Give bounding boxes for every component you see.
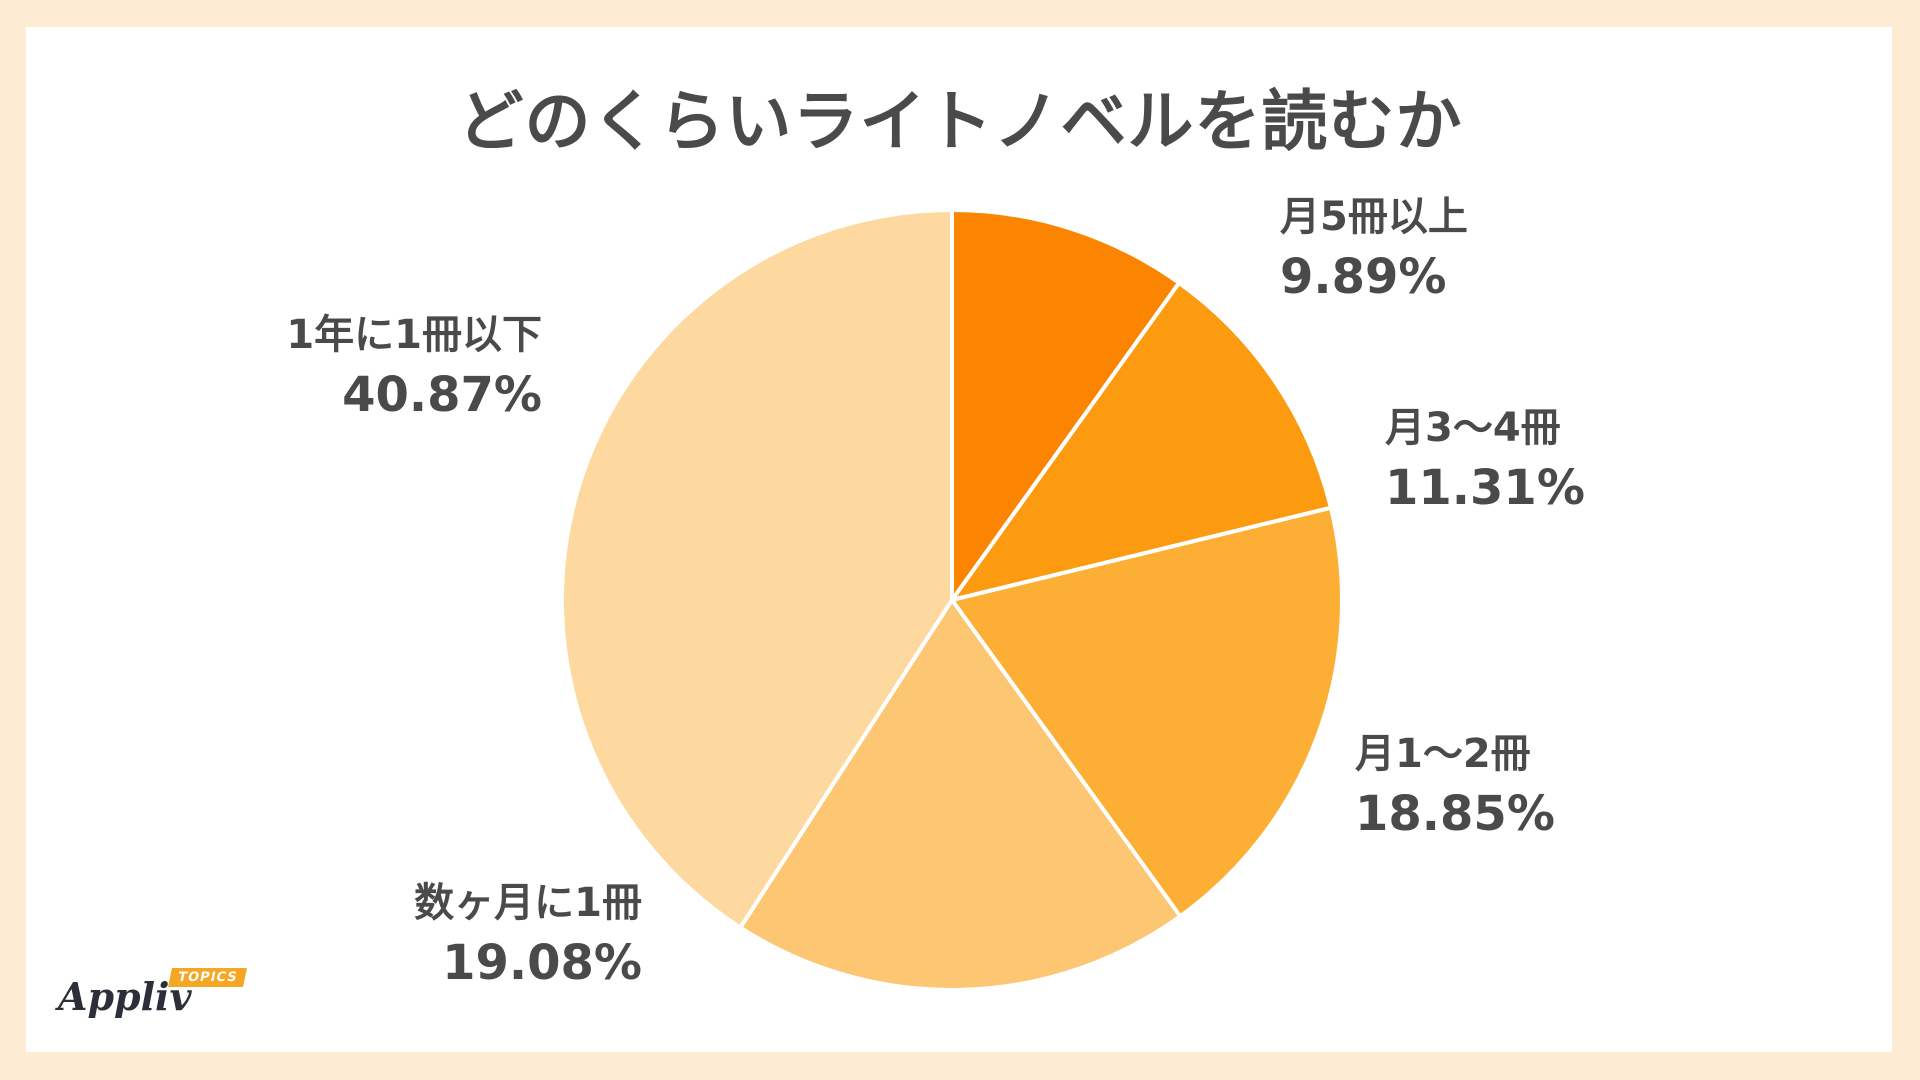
slice-label-monthly-5-plus: 月5冊以上 9.89%: [1280, 190, 1468, 310]
slice-few-months: [738, 598, 1183, 992]
slice-value: 18.85%: [1355, 786, 1555, 842]
slice-label-few-months: 数ヶ月に1冊 19.08%: [300, 876, 642, 996]
slice-monthly-1-2: [950, 505, 1344, 919]
slice-name: 月5冊以上: [1280, 194, 1468, 240]
slice-name: 1年に1冊以下: [286, 312, 542, 358]
logo-badge: TOPICS: [167, 968, 248, 987]
appliv-logo: Appliv TOPICS: [58, 968, 248, 1028]
slice-yearly-or-less: [560, 208, 954, 930]
slice-value: 19.08%: [442, 935, 642, 991]
slice-value: 11.31%: [1385, 460, 1585, 516]
slice-name: 数ヶ月に1冊: [414, 880, 642, 926]
slice-monthly-5-plus: [950, 208, 1182, 602]
slice-name: 月3〜4冊: [1385, 405, 1561, 451]
slice-name: 月1〜2冊: [1355, 731, 1531, 777]
slice-value: 40.87%: [342, 367, 542, 423]
slice-label-monthly-3-4: 月3〜4冊 11.31%: [1385, 401, 1585, 521]
slice-value: 9.89%: [1280, 249, 1447, 305]
slice-label-yearly-or-less: 1年に1冊以下 40.87%: [200, 308, 542, 428]
slice-label-monthly-1-2: 月1〜2冊 18.85%: [1355, 727, 1555, 847]
chart-title: どのくらいライトノベルを読むか: [457, 83, 1463, 160]
slice-monthly-3-4: [950, 280, 1333, 602]
